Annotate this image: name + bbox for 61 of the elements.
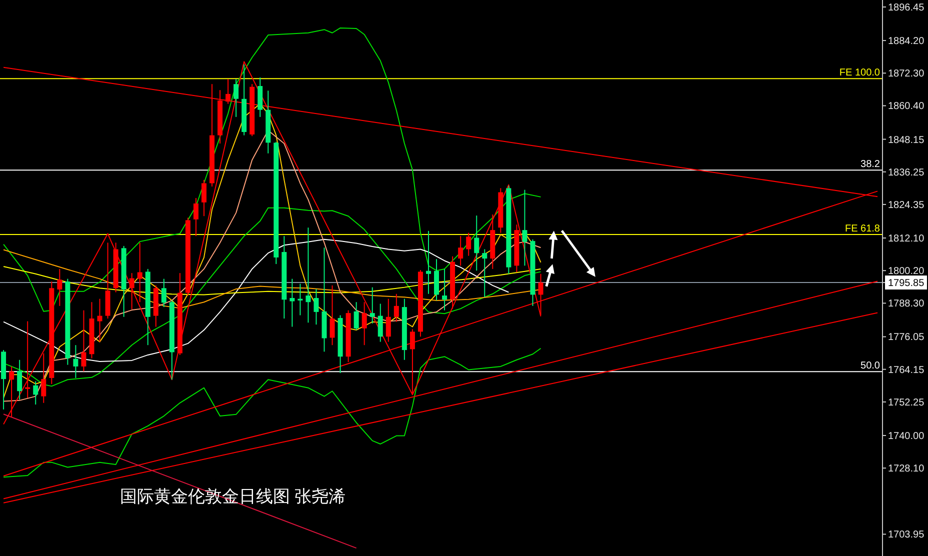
candlestick (362, 302, 367, 346)
candlestick (410, 328, 415, 396)
candlestick (474, 215, 480, 272)
candlestick (354, 302, 359, 331)
candlestick (330, 284, 335, 346)
y-tick-label: 1703.95 (888, 530, 925, 541)
y-tick-label: 1812.10 (888, 234, 925, 245)
line-series (3, 27, 542, 312)
annotation: FE 100.0 (839, 68, 880, 79)
y-tick-label: 1824.35 (888, 200, 925, 211)
y-tick-label: 1848.15 (888, 134, 925, 146)
y-tick-label: 1800.20 (888, 266, 925, 278)
candlestick (378, 303, 383, 342)
candlestick (234, 78, 239, 118)
y-tick-label: 1884.20 (888, 36, 925, 48)
y-tick-label: 1740.00 (888, 430, 925, 442)
y-tick-label: 1728.10 (888, 464, 925, 475)
candlestick (522, 189, 528, 266)
candlestick (226, 78, 231, 104)
candlestick (442, 268, 448, 311)
candlestick (386, 298, 391, 342)
candlestick (41, 352, 46, 404)
line-series (3, 348, 542, 478)
candlestick (314, 288, 319, 326)
candlestick (482, 248, 488, 298)
candlestick (25, 320, 30, 398)
candlestick (137, 242, 142, 303)
candlestick (81, 310, 86, 372)
candlestick (201, 179, 206, 217)
candlestick (426, 230, 431, 294)
candlestick (466, 232, 472, 256)
y-tick-label: 1788.30 (888, 298, 925, 310)
y-tick-label: 1776.05 (888, 332, 925, 344)
y-tick-label: 1795.85 (888, 278, 925, 290)
candlestick (370, 286, 375, 324)
candlestick (129, 272, 134, 310)
annotation: 50.0 (860, 360, 880, 372)
candlestick (97, 298, 102, 342)
candlestick (306, 227, 311, 324)
candlestick (17, 359, 22, 400)
candlestick (57, 268, 62, 306)
candlestick (458, 236, 464, 266)
candlestick (290, 278, 295, 328)
candlestick (73, 344, 78, 378)
candlestick (193, 198, 198, 237)
y-tick-label: 1860.40 (888, 101, 925, 112)
candlestick (394, 293, 399, 322)
y-tick-label: 1836.25 (888, 167, 925, 178)
y-tick-label: 1752.25 (888, 397, 925, 408)
annotation: 38.2 (860, 159, 880, 170)
candlestick (161, 278, 166, 308)
annotation: FE 61.8 (844, 223, 880, 234)
line-series (3, 266, 542, 296)
candlestick (298, 283, 303, 316)
candlestick (9, 366, 14, 418)
y-tick-label: 1764.15 (888, 364, 925, 376)
y-tick-label: 1896.45 (888, 2, 925, 14)
y-tick-label: 1872.30 (888, 68, 925, 80)
candlestick (33, 380, 38, 406)
candlestick (258, 77, 263, 118)
candlestick (434, 258, 440, 301)
